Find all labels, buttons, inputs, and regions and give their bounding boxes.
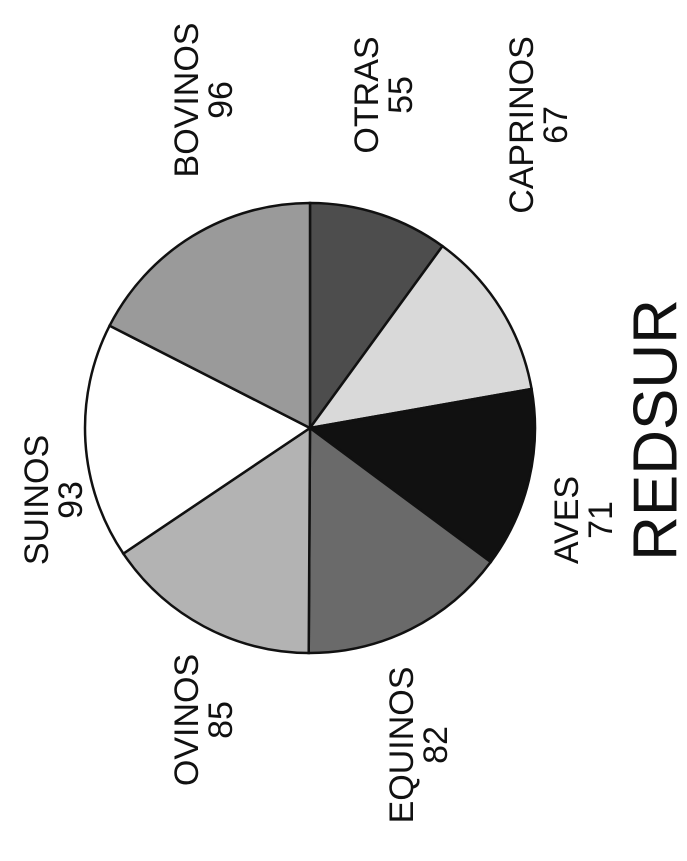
pie-slice [308, 201, 445, 432]
value-label: 93 [52, 481, 90, 519]
category-label: EQUINOS [383, 667, 421, 824]
category-label: AVES [548, 476, 586, 564]
value-label: 82 [417, 726, 455, 764]
pie-slice [83, 323, 313, 556]
category-label: BOVINOS [168, 23, 206, 178]
category-label: OVINOS [168, 654, 206, 786]
pie-slice [306, 387, 537, 564]
pie-slice [307, 425, 493, 655]
value-label: 71 [582, 501, 620, 539]
value-label: 96 [202, 81, 240, 119]
category-label: SUINOS [18, 435, 56, 565]
value-label: 55 [382, 76, 420, 114]
pie-slice [307, 244, 534, 430]
pie-slice [121, 425, 312, 655]
category-label: CAPRINOS [503, 36, 541, 214]
category-label: OTRAS [348, 36, 386, 153]
chart-title: REDSUR [621, 299, 687, 561]
value-label: 85 [202, 701, 240, 739]
value-label: 67 [537, 106, 575, 144]
title-group: REDSUR [621, 299, 687, 561]
pie-slice [107, 201, 312, 431]
